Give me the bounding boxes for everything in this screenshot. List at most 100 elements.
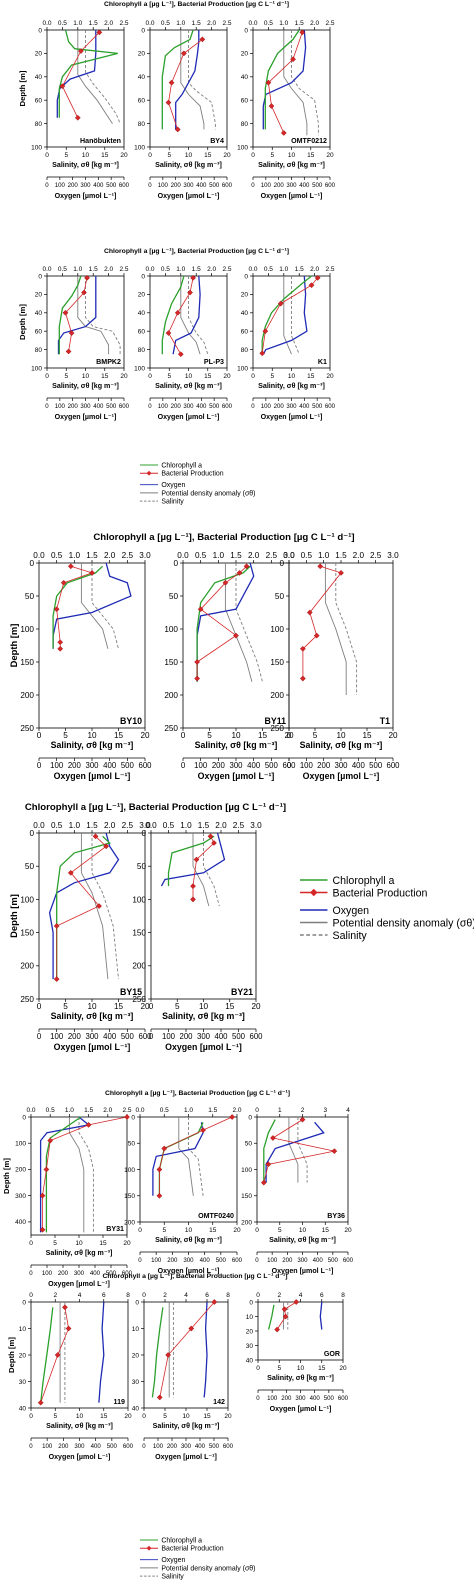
y-tick-label: 60 (35, 328, 43, 335)
chart-5: Chlorophyll a [µg L⁻¹], Bacterial Produc… (2, 1090, 354, 1288)
bacterial-production-marker (281, 1306, 288, 1313)
top-tick-label: 1.5 (335, 551, 347, 560)
density-line (80, 563, 109, 649)
chlorophyll-line (196, 565, 251, 682)
bottom-tick-label: 10 (185, 152, 193, 159)
legend-label-sal: Salinity (333, 930, 368, 942)
oxygen-tick-label: 600 (282, 761, 296, 770)
oxygen-line (98, 1301, 105, 1403)
bacterial-production-marker (67, 869, 74, 876)
legend-label-chl: Chlorophyll a (333, 875, 395, 887)
y-tick-label: 80 (241, 121, 249, 128)
oxygen-tick-label: 300 (183, 182, 194, 189)
bottom-tick-label: 5 (277, 1365, 281, 1372)
bacterial-production-marker (265, 79, 272, 86)
y-tick-label: 20 (19, 1352, 27, 1359)
oxygen-tick-label: 200 (171, 403, 182, 410)
bacterial-production-marker (317, 563, 324, 570)
top-tick-label: 1.0 (318, 551, 330, 560)
y-tick-label: 300 (15, 1193, 26, 1200)
bacterial-production-marker (299, 29, 306, 36)
density-line (288, 1117, 299, 1183)
oxygen-tick-label: 300 (181, 1443, 192, 1450)
y-tick-label: 50 (128, 1141, 136, 1148)
bottom-tick-label: 5 (163, 1413, 167, 1420)
top-tick-label: 0.0 (26, 1107, 35, 1114)
oxygen-tick-label: 500 (209, 1443, 220, 1450)
oxygen-tick-label: 100 (50, 1032, 64, 1041)
y-tick-label: 200 (20, 691, 34, 700)
oxygen-tick-label: 100 (55, 182, 66, 189)
y-tick-label: 50 (25, 592, 35, 601)
salinity-line (291, 30, 319, 136)
oxygen-tick-label: 500 (106, 182, 117, 189)
oxygen-tick-label: 0 (142, 1443, 146, 1450)
bacterial-production-marker (156, 1166, 163, 1173)
bacterial-production-marker (74, 114, 81, 121)
y-tick-label: 150 (241, 1193, 252, 1200)
y-tick-label: 0 (248, 1114, 252, 1121)
density-line (180, 30, 205, 130)
top-tick-label: 2.0 (104, 551, 116, 560)
oxygen-tick-label: 600 (249, 1032, 263, 1041)
bottom-tick-label: 10 (231, 731, 241, 740)
y-tick-label: 80 (138, 347, 146, 354)
bacterial-production-marker (331, 1148, 338, 1155)
y-tick-label: 0 (29, 559, 34, 568)
bottom-tick-label: 10 (182, 1413, 190, 1420)
top-tick-label: 1.5 (230, 551, 242, 560)
y-tick-label: 20 (246, 1328, 254, 1335)
oxygen-tick-label: 300 (286, 182, 297, 189)
bottom-tick-label: 15 (258, 731, 268, 740)
bacterial-production-marker (274, 1326, 281, 1333)
top-tick-label: 2.0 (104, 821, 116, 830)
top-tick-label: 1.0 (176, 266, 185, 273)
station-label: BY36 (327, 1212, 345, 1220)
top-tick-label: 1.0 (176, 20, 185, 27)
y-tick-label: 100 (270, 625, 284, 634)
bacterial-production-marker (270, 1135, 276, 1141)
bottom-tick-label: 0 (37, 1002, 42, 1011)
top-tick-label: 2.0 (103, 1107, 112, 1114)
oxygen-tick-label: 300 (197, 1032, 211, 1041)
bottom-tick-label: 15 (209, 1227, 217, 1234)
bottom-tick-label: 5 (175, 1002, 180, 1011)
top-tick-label: 1.5 (192, 20, 201, 27)
bottom-tick-label: 20 (223, 373, 231, 380)
oxygen-tick-label: 100 (261, 403, 272, 410)
oxygen-tick-label: 400 (310, 1395, 321, 1402)
salinity-axis-label: Salinity, σθ [kg m⁻³] (300, 740, 383, 750)
salinity-axis-label: Salinity, σθ [kg m⁻³] (155, 161, 222, 169)
top-tick-label: 4 (78, 1292, 82, 1299)
density-line (283, 30, 308, 136)
y-tick-label: 80 (35, 121, 43, 128)
oxygen-line (160, 832, 226, 887)
panel-BY10: 0.0 0.5 1.0 1.5 2.0 2.5 3.0 0 5 10 15 20 Salinity, σ… (8, 551, 152, 781)
station-label: K1 (318, 358, 327, 366)
density-line (192, 833, 210, 907)
station-label: BY11 (264, 716, 286, 726)
top-tick-label: 1.0 (180, 821, 192, 830)
oxygen-tick-label: 0 (255, 1257, 259, 1264)
oxygen-line (48, 832, 120, 980)
top-tick-label: 8 (126, 1292, 130, 1299)
station-label: BY4 (210, 137, 224, 145)
y-tick-label: 0 (279, 559, 284, 568)
bacterial-production-marker (299, 675, 306, 682)
bacterial-production-marker (177, 351, 184, 358)
bacterial-production-marker (174, 126, 181, 133)
oxygen-tick-label: 0 (287, 761, 292, 770)
oxygen-tick-label: 300 (334, 761, 348, 770)
bottom-tick-label: 0 (255, 1227, 259, 1234)
oxygen-tick-label: 600 (386, 761, 400, 770)
oxygen-line (203, 1301, 208, 1398)
top-tick-label: 3.0 (283, 551, 295, 560)
chart-title: Chlorophyll a [µg L⁻¹], Bacterial Produc… (25, 802, 286, 813)
chlorophyll-line (56, 835, 111, 980)
y-tick-label: 100 (20, 625, 34, 634)
oxygen-axis-label: Oxygen [µmol L⁻¹] (54, 771, 131, 781)
bottom-tick-label: 15 (322, 1227, 330, 1234)
oxygen-tick-label: 100 (42, 1270, 53, 1277)
oxygen-tick-label: 200 (212, 761, 226, 770)
